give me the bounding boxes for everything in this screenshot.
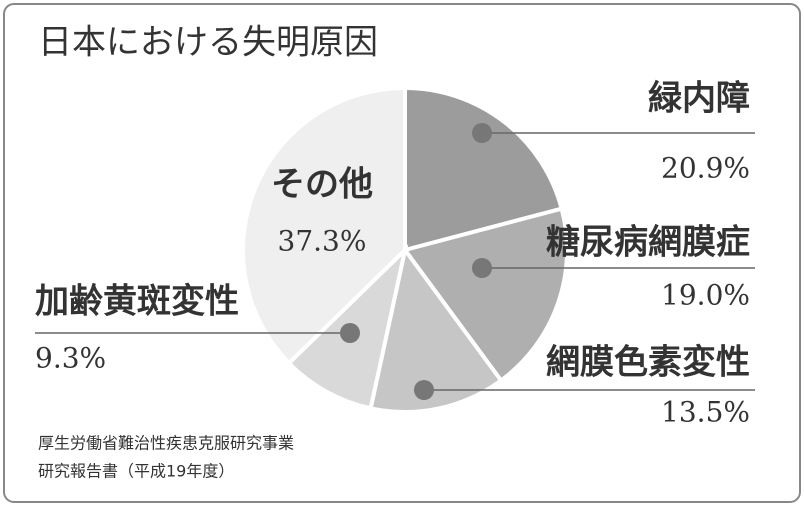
category-label: 加齢黄斑変性 <box>35 282 239 322</box>
category-label: 緑内障 <box>648 79 750 119</box>
leader-dot <box>472 258 492 278</box>
pie-slice <box>368 245 504 414</box>
leader-dot <box>414 380 434 400</box>
pie-slice <box>241 85 407 366</box>
value-label: 37.3% <box>278 225 367 258</box>
value-label: 20.9% <box>661 152 750 185</box>
category-label: 網膜色素変性 <box>546 343 750 383</box>
value-label: 13.5% <box>661 396 750 429</box>
leader-dot <box>340 323 360 343</box>
pie-slice <box>401 206 569 384</box>
pie-slice <box>403 85 565 253</box>
value-label: 19.0% <box>661 279 750 312</box>
value-label: 9.3% <box>35 342 106 375</box>
chart-title: 日本における失明原因 <box>38 23 378 63</box>
category-label: その他 <box>271 165 373 205</box>
leader-dot <box>472 123 492 143</box>
source: 厚生労働省難治性疾患克服研究事業 <box>38 434 294 453</box>
category-label: 糖尿病網膜症 <box>546 223 750 263</box>
source: 研究報告書（平成19年度） <box>38 462 234 481</box>
